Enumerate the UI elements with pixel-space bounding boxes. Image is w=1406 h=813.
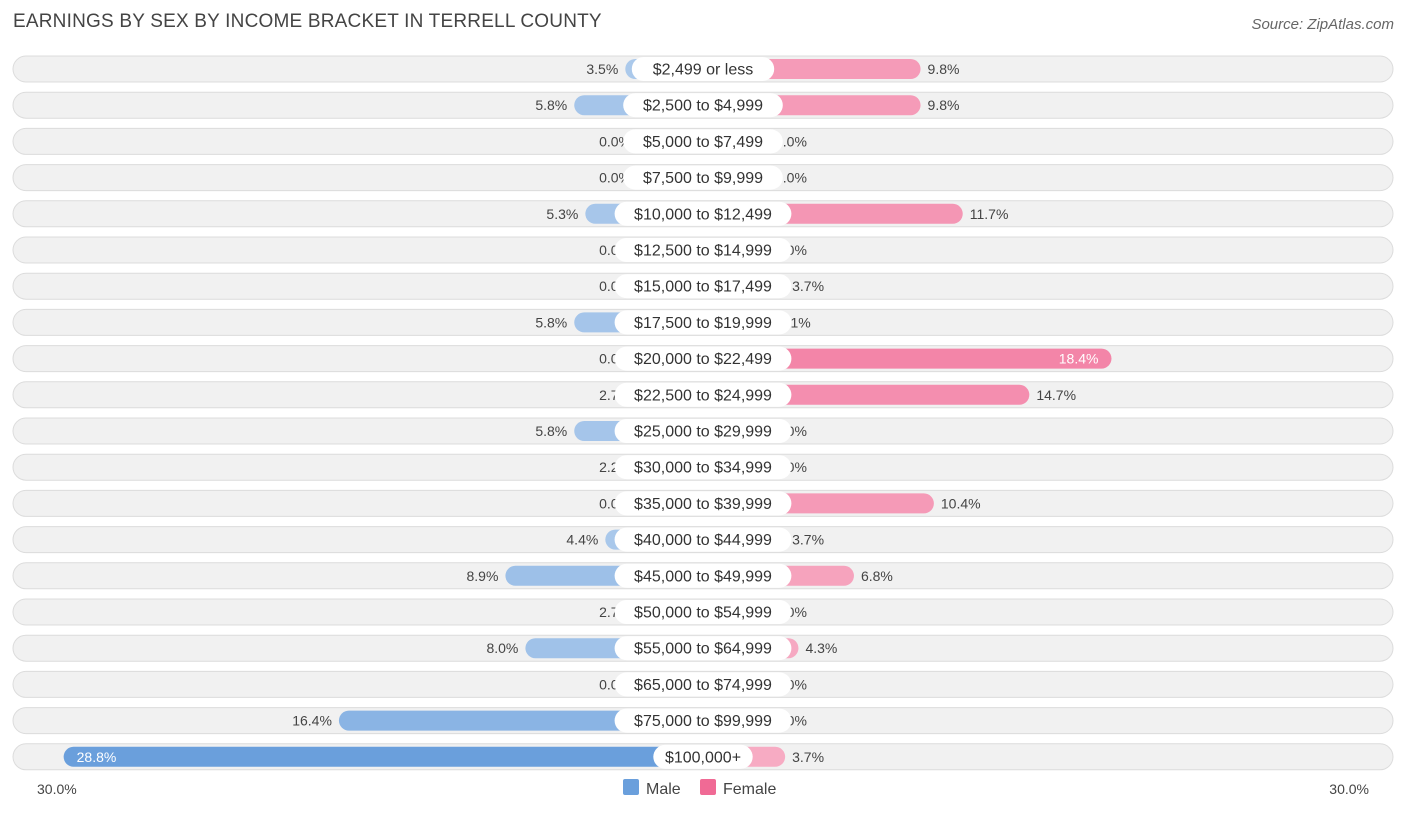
female-value-label: 6.8% xyxy=(861,568,893,584)
legend-female-label: Female xyxy=(723,781,776,798)
category-label: $20,000 to $22,499 xyxy=(634,351,772,368)
category-pill xyxy=(614,672,792,697)
category-label: $15,000 to $17,499 xyxy=(634,279,772,296)
category-pill xyxy=(614,238,792,262)
category-pill xyxy=(614,563,792,588)
female-value-label: 3.7% xyxy=(792,532,824,548)
male-value-label: 3.5% xyxy=(586,61,618,77)
male-value-label: 5.3% xyxy=(546,206,578,222)
male-value-label: 28.8% xyxy=(77,749,117,765)
category-pill xyxy=(614,419,792,443)
category-pill xyxy=(614,636,792,661)
category-label: $35,000 to $39,999 xyxy=(634,496,772,513)
legend-male-label: Male xyxy=(646,781,681,798)
female-value-label: 3.7% xyxy=(792,749,824,765)
male-value-label: 4.4% xyxy=(566,532,598,548)
category-label: $75,000 to $99,999 xyxy=(634,713,772,730)
category-pill xyxy=(614,201,792,226)
female-value-label: 9.8% xyxy=(928,61,960,77)
female-value-label: 0.0% xyxy=(775,170,807,186)
male-value-label: 16.4% xyxy=(292,713,332,729)
axis-max-label: 30.0% xyxy=(1329,781,1369,797)
legend-female-swatch xyxy=(700,779,716,795)
category-label: $22,500 to $24,999 xyxy=(634,387,772,404)
category-label: $100,000+ xyxy=(665,749,741,766)
axis-min-label: 30.0% xyxy=(37,781,77,797)
category-pill xyxy=(631,57,775,81)
category-label: $55,000 to $64,999 xyxy=(634,641,772,658)
category-pill xyxy=(614,310,792,335)
category-pill xyxy=(614,346,792,371)
category-label: $7,500 to $9,999 xyxy=(643,170,763,187)
source-label: Source: ZipAtlas.com xyxy=(1251,16,1394,33)
category-label: $17,500 to $19,999 xyxy=(634,315,772,332)
category-pill xyxy=(614,455,792,480)
female-value-label: 11.7% xyxy=(970,206,1009,222)
legend-male-swatch xyxy=(623,779,639,795)
category-pill xyxy=(653,744,753,769)
male-value-label: 5.8% xyxy=(535,97,567,113)
female-value-label: 0.0% xyxy=(775,133,807,149)
category-pill xyxy=(623,165,783,190)
category-label: $25,000 to $29,999 xyxy=(634,424,772,441)
category-label: $2,499 or less xyxy=(653,62,754,79)
female-value-label: 14.7% xyxy=(1036,387,1076,403)
male-bar xyxy=(338,710,703,731)
category-pill xyxy=(614,527,792,552)
chart-title: EARNINGS BY SEX BY INCOME BRACKET IN TER… xyxy=(13,11,602,32)
male-value-label: 0.0% xyxy=(599,133,631,149)
male-value-label: 8.0% xyxy=(486,640,518,656)
female-value-label: 3.7% xyxy=(792,278,824,294)
female-value-label: 9.8% xyxy=(928,97,960,113)
category-pill xyxy=(614,600,792,624)
female-value-label: 18.4% xyxy=(1059,351,1099,367)
male-bar xyxy=(63,746,703,767)
female-value-label: 4.3% xyxy=(805,640,837,656)
category-label: $45,000 to $49,999 xyxy=(634,568,772,585)
category-label: $5,000 to $7,499 xyxy=(643,134,763,151)
male-value-label: 5.8% xyxy=(535,423,567,439)
category-label: $40,000 to $44,999 xyxy=(634,532,772,549)
category-pill xyxy=(614,382,792,407)
male-value-label: 5.8% xyxy=(535,314,567,330)
category-pill xyxy=(614,491,792,516)
category-pill xyxy=(614,274,792,299)
category-label: $30,000 to $34,999 xyxy=(634,460,772,477)
female-value-label: 10.4% xyxy=(941,495,981,511)
category-label: $50,000 to $54,999 xyxy=(634,605,772,622)
category-label: $2,500 to $4,999 xyxy=(643,98,763,115)
male-value-label: 8.9% xyxy=(466,568,498,584)
male-value-label: 0.0% xyxy=(599,170,631,186)
female-bar xyxy=(703,348,1112,369)
category-label: $65,000 to $74,999 xyxy=(634,677,772,694)
category-pill xyxy=(623,129,783,154)
category-pill xyxy=(623,93,783,118)
category-pill xyxy=(614,708,792,733)
category-label: $12,500 to $14,999 xyxy=(634,243,772,260)
category-label: $10,000 to $12,499 xyxy=(634,206,772,223)
